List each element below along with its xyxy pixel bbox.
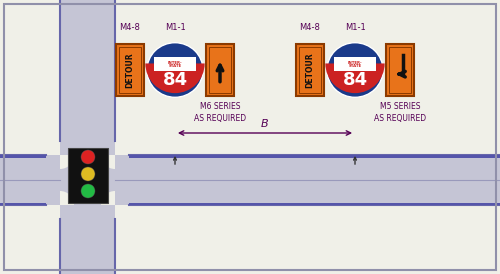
- Bar: [0, 202, 46, 205]
- Wedge shape: [101, 155, 115, 169]
- Wedge shape: [60, 155, 74, 169]
- Bar: [129, 155, 500, 158]
- Bar: [119, 47, 141, 93]
- Bar: [389, 47, 411, 93]
- Text: M1-1: M1-1: [164, 23, 186, 32]
- Wedge shape: [60, 191, 74, 205]
- Wedge shape: [101, 191, 115, 205]
- Text: B: B: [261, 119, 269, 129]
- Text: M5 SERIES
AS REQUIRED: M5 SERIES AS REQUIRED: [374, 102, 426, 123]
- Bar: [296, 44, 324, 96]
- Circle shape: [81, 184, 95, 198]
- Ellipse shape: [327, 43, 383, 97]
- Bar: [0, 155, 46, 158]
- Text: M4-8: M4-8: [120, 23, 141, 32]
- Wedge shape: [146, 64, 204, 93]
- Text: 84: 84: [162, 71, 188, 89]
- Bar: [129, 202, 500, 205]
- Text: M1-1: M1-1: [344, 23, 366, 32]
- Bar: [154, 58, 196, 72]
- Bar: [209, 47, 231, 93]
- Text: M4-8: M4-8: [300, 23, 320, 32]
- Circle shape: [81, 150, 95, 164]
- Text: DETOUR: DETOUR: [306, 52, 314, 88]
- Bar: [60, 0, 115, 274]
- Text: DETOUR: DETOUR: [126, 52, 134, 88]
- Bar: [334, 58, 376, 72]
- Bar: [0, 155, 500, 205]
- Bar: [299, 47, 321, 93]
- Bar: [386, 44, 414, 96]
- Bar: [68, 148, 108, 203]
- Bar: [206, 44, 234, 96]
- Wedge shape: [326, 64, 384, 93]
- Text: M6 SERIES
AS REQUIRED: M6 SERIES AS REQUIRED: [194, 102, 246, 123]
- Text: 84: 84: [342, 71, 367, 89]
- Circle shape: [81, 167, 95, 181]
- Bar: [116, 44, 144, 96]
- Ellipse shape: [147, 43, 203, 97]
- Text: INTER-
STATE: INTER- STATE: [168, 61, 182, 68]
- Text: INTER-
STATE: INTER- STATE: [348, 61, 362, 68]
